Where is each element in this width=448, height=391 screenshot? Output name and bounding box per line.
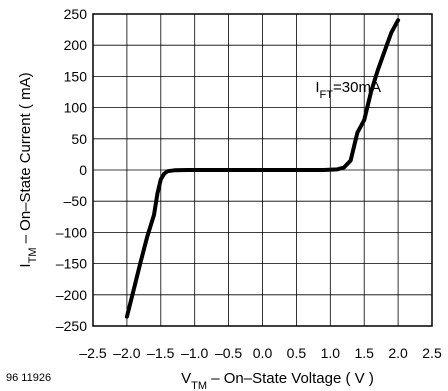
- y-tick-label: 0: [79, 162, 87, 178]
- y-tick-label: –100: [56, 224, 87, 240]
- y-tick-label: –50: [64, 193, 88, 209]
- x-axis-title: VTM – On–State Voltage ( V ): [181, 370, 374, 391]
- y-tick-label: 150: [64, 68, 88, 84]
- y-tick-label: –200: [56, 287, 87, 303]
- x-tick-label: –0.5: [215, 345, 242, 361]
- y-tick-label: –250: [56, 318, 87, 334]
- y-tick-label: 50: [71, 131, 87, 147]
- x-tick-label: –1.0: [181, 345, 208, 361]
- y-tick-labels: 250 200 150 100 50 0 –50 –100 –150 –200 –250: [56, 6, 87, 334]
- y-axis-title: ITM – On–State Current ( mA): [17, 72, 39, 267]
- x-tick-label: –2.5: [79, 345, 106, 361]
- y-tick-label: 100: [64, 100, 88, 116]
- x-tick-label: –2.0: [113, 345, 140, 361]
- x-tick-labels: –2.5 –2.0 –1.5 –1.0 –0.5 0.0 0.5 1.0 1.5 2.0 2.5: [79, 345, 442, 361]
- iv-curve-line: [124, 18, 401, 319]
- x-tick-label: –1.5: [147, 345, 174, 361]
- x-tick-label: 0.0: [253, 345, 273, 361]
- x-tick-label: 1.0: [321, 345, 341, 361]
- figure-id: 96 11926: [6, 372, 51, 384]
- series-layer: [124, 18, 401, 319]
- x-tick-label: 1.5: [354, 345, 374, 361]
- plot-frame: [92, 13, 433, 327]
- x-tick-label: 2.0: [388, 345, 408, 361]
- gate-current-annotation: IFT=30mA: [315, 79, 381, 101]
- y-tick-label: 200: [64, 37, 88, 53]
- x-tick-label: 0.5: [287, 345, 307, 361]
- y-tick-label: –150: [56, 256, 87, 272]
- x-tick-label: 2.5: [422, 345, 442, 361]
- y-tick-label: 250: [64, 6, 88, 22]
